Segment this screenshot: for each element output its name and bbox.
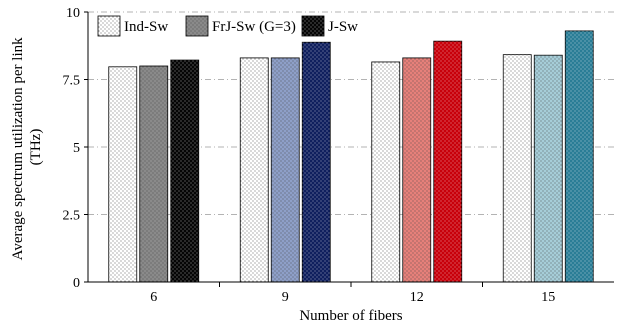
y-axis-title: Average spectrum utilization per link (T…	[10, 34, 44, 261]
legend: Ind-Sw FrJ-Sw (G=3) J-Sw	[97, 15, 358, 37]
y-tick-labels: 0 2.5 5 7.5 10	[63, 6, 88, 291]
bar-pattern	[302, 42, 331, 282]
y-tick-label: 2.5	[63, 209, 81, 224]
bar-pattern	[139, 66, 168, 282]
bar-pattern	[565, 30, 594, 283]
y-tick-label: 5	[73, 141, 80, 156]
y-axis-title-line-2: (THz)	[28, 129, 44, 166]
legend-swatch-pattern	[186, 16, 208, 36]
bar-pattern	[271, 57, 300, 283]
y-tick-label: 7.5	[63, 74, 81, 89]
x-axis-title: Number of fibers	[299, 308, 402, 324]
bar-pattern	[402, 57, 431, 283]
y-axis-title-line-1: Average spectrum utilization per link	[10, 37, 26, 260]
legend-label: J-Sw	[328, 19, 358, 35]
bar-pattern	[503, 54, 532, 282]
bar-pattern	[433, 41, 462, 282]
bar-pattern	[108, 66, 137, 282]
x-tick-label: 6	[150, 290, 157, 305]
legend-label: Ind-Sw	[124, 19, 168, 35]
bar-pattern	[240, 57, 269, 283]
legend-swatch-pattern	[98, 16, 120, 36]
legend-label: FrJ-Sw (G=3)	[212, 19, 296, 35]
x-tick-label: 12	[410, 290, 424, 305]
x-tick-labels: 6 9 12 15	[150, 282, 555, 305]
y-tick-label: 0	[73, 276, 80, 291]
legend-swatch-pattern	[302, 16, 324, 36]
bars	[108, 30, 594, 283]
x-tick-label: 15	[541, 290, 555, 305]
x-tick-label: 9	[282, 290, 289, 305]
bar-pattern	[170, 60, 199, 283]
bar-pattern	[534, 55, 563, 283]
bar-pattern	[371, 61, 400, 283]
y-tick-label: 10	[66, 6, 80, 21]
